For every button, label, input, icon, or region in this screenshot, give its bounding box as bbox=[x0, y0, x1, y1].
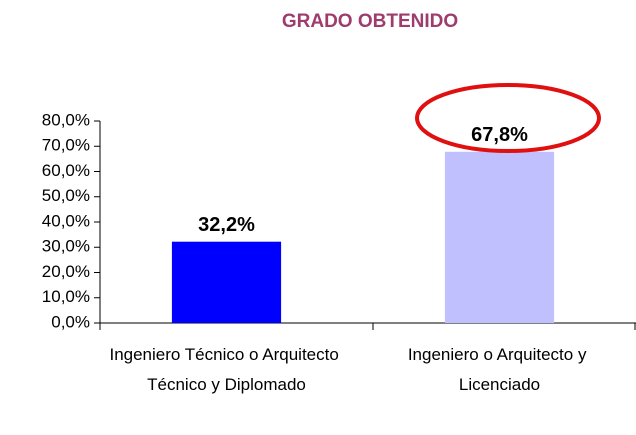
y-tick-label: 80,0% bbox=[42, 110, 90, 129]
plot bbox=[171, 151, 555, 323]
bar bbox=[171, 241, 282, 323]
y-tick-label: 20,0% bbox=[42, 262, 90, 281]
x-tick-label: Ingeniero o Arquitecto y Licenciado bbox=[408, 345, 591, 394]
y-tick-label: 10,0% bbox=[42, 287, 90, 306]
chart-title: GRADO OBTENIDO bbox=[282, 11, 458, 32]
y-tick-label: 40,0% bbox=[42, 211, 90, 230]
y-tick-label: 30,0% bbox=[42, 237, 90, 256]
y-tick-label: 50,0% bbox=[42, 186, 90, 205]
highlight-ellipse bbox=[415, 83, 601, 153]
bar bbox=[444, 151, 555, 323]
x-tick-label: Ingeniero Técnico o Arquitecto Técnico y… bbox=[109, 345, 343, 394]
value-label: 67,8% bbox=[471, 124, 528, 146]
y-tick-label: 70,0% bbox=[42, 136, 90, 155]
value-label: 32,2% bbox=[198, 214, 255, 236]
y-tick-label: 60,0% bbox=[42, 161, 90, 180]
y-tick-label: 0,0% bbox=[51, 312, 90, 331]
